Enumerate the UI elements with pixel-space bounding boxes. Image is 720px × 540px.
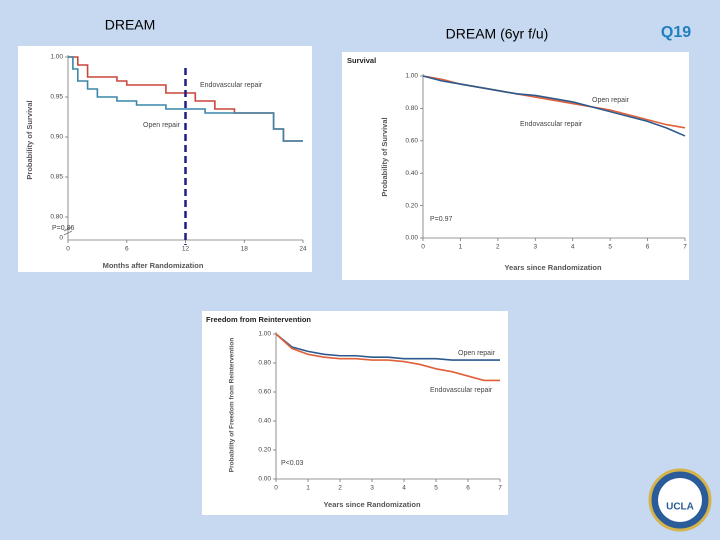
- y-tick-label: 0.80: [405, 105, 418, 112]
- series-line: [275, 333, 500, 382]
- x-tick-label: 18: [241, 246, 249, 253]
- annotation: P=0.86: [52, 225, 74, 232]
- slide-label: DREAM: [105, 17, 156, 33]
- panel: [202, 311, 508, 515]
- x-tick-label: 6: [466, 485, 470, 492]
- y-tick-label: 0.80: [258, 360, 271, 367]
- x-tick-label: 5: [608, 244, 612, 251]
- y-tick-label: 0.20: [258, 447, 271, 454]
- y-axis-label: Probability of Survival: [25, 100, 34, 179]
- y-tick-label: 0.00: [258, 476, 271, 483]
- y-tick-label: 0.80: [50, 214, 63, 221]
- x-tick-label: 6: [125, 246, 129, 253]
- x-tick-label: 7: [498, 485, 502, 492]
- annotation: P<0.03: [281, 460, 303, 467]
- axis-break-label: 0: [59, 235, 63, 242]
- slide-label: DREAM (6yr f/u): [446, 26, 549, 42]
- x-tick-label: 4: [402, 485, 406, 492]
- x-tick-label: 12: [182, 246, 190, 253]
- x-tick-label: 24: [299, 246, 307, 253]
- annotation: Open repair: [592, 97, 630, 104]
- y-tick-label: 0.40: [258, 418, 271, 425]
- x-tick-label: 0: [274, 485, 278, 492]
- x-axis-label: Years since Randomization: [504, 263, 602, 272]
- x-axis-label: Years since Randomization: [323, 500, 421, 509]
- y-tick-label: 1.00: [50, 54, 63, 61]
- x-tick-label: 6: [646, 244, 650, 251]
- series-line: [68, 56, 303, 142]
- series-line: [275, 333, 500, 361]
- annotation: Endovascular repair: [430, 387, 493, 394]
- slide-label: Q19: [661, 24, 691, 41]
- y-tick-label: 0.60: [258, 389, 271, 396]
- x-tick-label: 0: [421, 244, 425, 251]
- y-tick-label: 0.20: [405, 202, 418, 209]
- y-axis-label: Probability of Freedom from Reinterventi…: [229, 338, 236, 472]
- y-tick-label: 0.00: [405, 235, 418, 242]
- x-tick-label: 2: [338, 485, 342, 492]
- x-tick-label: 1: [306, 485, 310, 492]
- x-tick-label: 7: [683, 244, 687, 251]
- chart-title: Freedom from Reintervention: [206, 315, 311, 324]
- x-tick-label: 4: [571, 244, 575, 251]
- axis-break: [63, 226, 73, 236]
- panel: [18, 46, 312, 272]
- annotation: Endovascular repair: [520, 121, 583, 128]
- y-tick-label: 0.95: [50, 94, 63, 101]
- x-tick-label: 1: [459, 244, 463, 251]
- x-tick-label: 5: [434, 485, 438, 492]
- annotation: Endovascular repair: [200, 82, 263, 89]
- x-tick-label: 3: [533, 244, 537, 251]
- annotation: Open repair: [458, 350, 496, 357]
- y-tick-label: 0.85: [50, 174, 63, 181]
- x-tick-label: 0: [66, 246, 70, 253]
- annotation: P=0.97: [430, 216, 452, 223]
- y-tick-label: 0.60: [405, 138, 418, 145]
- series-line: [422, 75, 686, 137]
- x-tick-label: 2: [496, 244, 500, 251]
- logo-inner: [658, 478, 702, 522]
- chart-title: Survival: [347, 56, 376, 65]
- y-tick-label: 1.00: [258, 331, 271, 338]
- y-tick-label: 0.40: [405, 170, 418, 177]
- x-tick-label: 3: [370, 485, 374, 492]
- logo-text: UCLA: [666, 502, 694, 513]
- x-axis-label: Months after Randomization: [103, 261, 204, 270]
- y-axis-label: Probability of Survival: [380, 117, 389, 196]
- annotation: Open repair: [143, 122, 181, 129]
- panel: [342, 52, 689, 280]
- y-tick-label: 1.00: [405, 73, 418, 80]
- y-tick-label: 0.90: [50, 134, 63, 141]
